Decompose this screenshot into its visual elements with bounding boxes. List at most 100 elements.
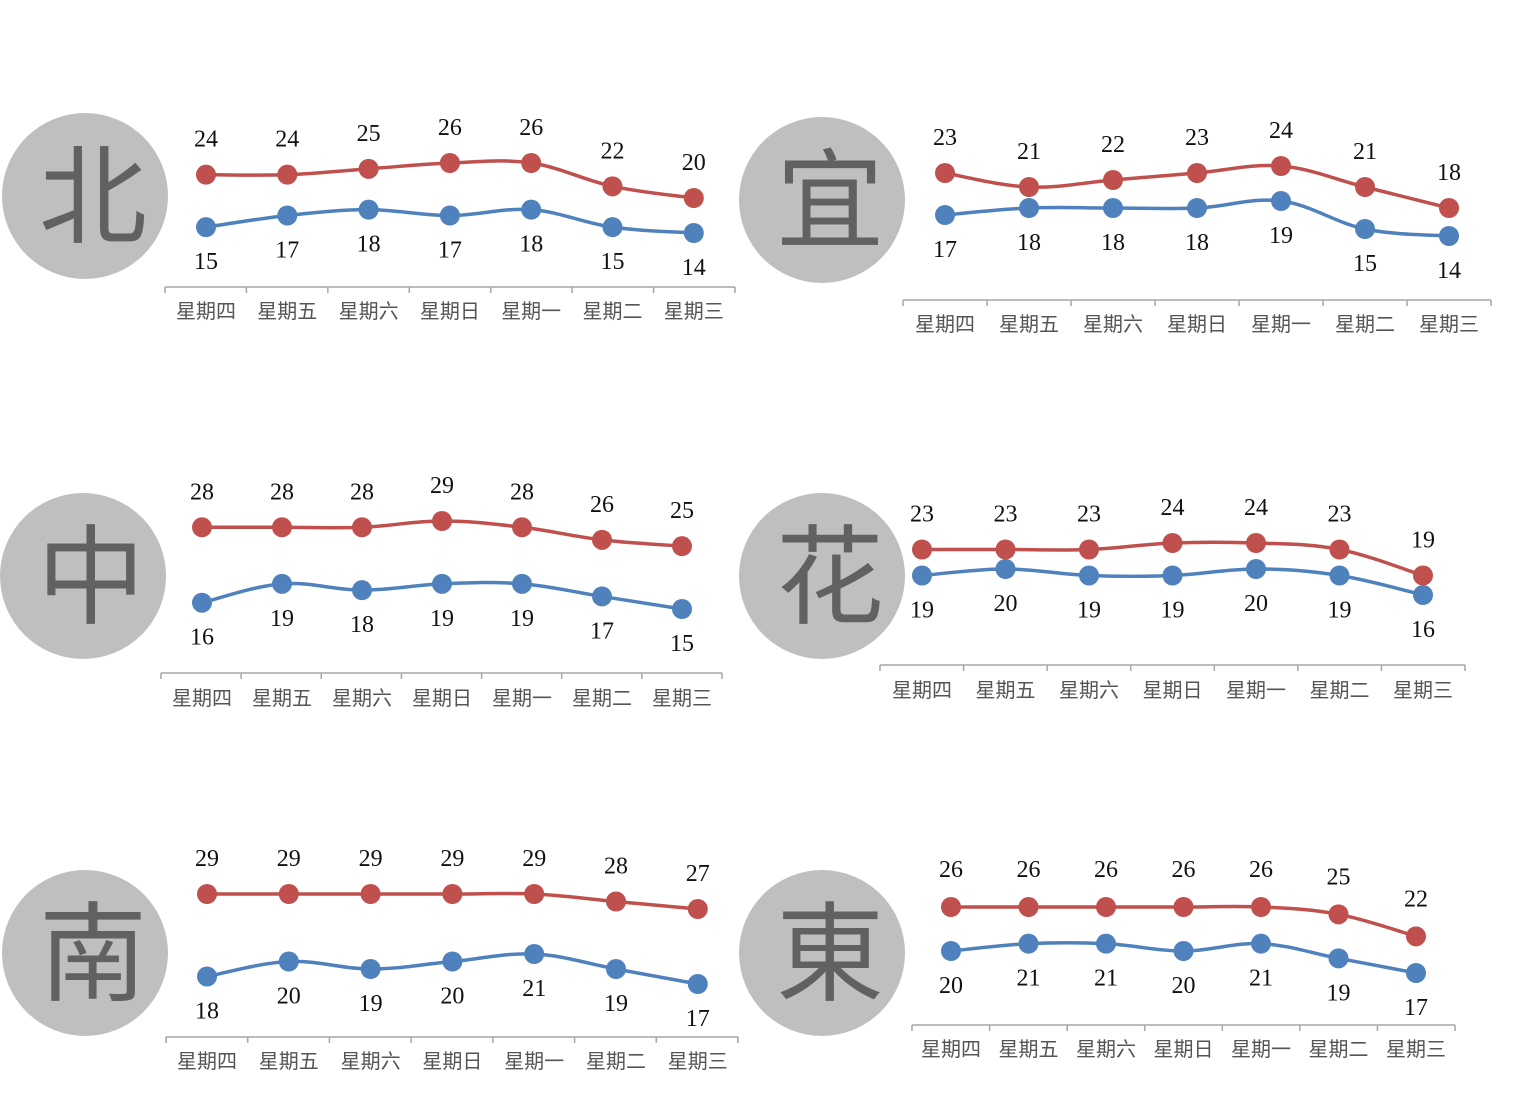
- low-temperature-label: 16: [1411, 617, 1435, 643]
- low-temperature-point: [592, 586, 612, 607]
- high-temperature-point: [1355, 177, 1375, 197]
- x-tick-label: 星期日: [420, 299, 480, 323]
- x-tick-label: 星期日: [1143, 678, 1203, 702]
- region-label: 宜: [776, 140, 884, 265]
- low-temperature-point: [1328, 948, 1349, 969]
- low-temperature-point: [1329, 565, 1350, 586]
- x-tick-label: 星期三: [668, 1049, 728, 1073]
- x-tick-label: 星期五: [252, 686, 312, 710]
- low-temperature-label: 18: [195, 999, 219, 1025]
- x-tick-label: 星期一: [1251, 312, 1311, 336]
- low-temperature-point: [432, 573, 452, 594]
- low-temperature-label: 19: [1161, 598, 1185, 624]
- high-temperature-point: [935, 163, 955, 183]
- x-tick-label: 星期一: [1226, 678, 1286, 702]
- low-temperature-label: 19: [1269, 223, 1293, 249]
- high-temperature-point: [278, 884, 299, 904]
- low-temperature-point: [1018, 933, 1039, 954]
- high-temperature-point: [1329, 539, 1350, 560]
- low-temperature-point: [1439, 226, 1459, 246]
- high-temperature-point: [1096, 897, 1116, 917]
- low-temperature-label: 16: [190, 625, 214, 651]
- low-temperature-label: 14: [682, 255, 706, 281]
- high-temperature-label: 26: [1094, 857, 1118, 883]
- high-temperature-point: [1271, 156, 1291, 176]
- high-temperature-label: 26: [590, 492, 614, 518]
- region-badge: [739, 117, 905, 283]
- x-tick-label: 星期三: [652, 686, 712, 710]
- low-temperature-point: [358, 199, 379, 220]
- low-temperature-label: 20: [994, 591, 1018, 617]
- x-tick-label: 星期二: [572, 686, 632, 710]
- high-temperature-label: 29: [430, 473, 454, 499]
- low-temperature-point: [1271, 191, 1291, 211]
- high-temperature-label: 24: [1244, 495, 1268, 521]
- high-temperature-label: 23: [994, 502, 1018, 528]
- high-temperature-label: 29: [359, 846, 383, 872]
- low-temperature-label: 17: [1404, 995, 1428, 1021]
- low-temperature-label: 18: [350, 612, 374, 638]
- x-tick-label: 星期四: [177, 1049, 237, 1073]
- low-temperature-label: 19: [359, 991, 383, 1017]
- x-tick-label: 星期五: [976, 678, 1036, 702]
- low-temperature-point: [995, 559, 1016, 579]
- high-temperature-label: 29: [440, 846, 464, 872]
- high-temperature-point: [196, 164, 216, 185]
- region-label: 南: [39, 893, 147, 1018]
- low-temperature-label: 18: [519, 232, 543, 258]
- high-temperature-label: 26: [1249, 857, 1273, 883]
- high-temperature-label: 29: [195, 846, 219, 872]
- low-temperature-label: 21: [522, 976, 546, 1002]
- region-badge: [2, 870, 168, 1036]
- x-tick-label: 星期四: [176, 299, 236, 323]
- high-temperature-point: [1439, 198, 1459, 218]
- high-temperature-point: [1413, 565, 1433, 586]
- high-temperature-label: 28: [604, 854, 628, 880]
- low-temperature-label: 18: [1101, 230, 1125, 256]
- low-temperature-point: [1173, 941, 1194, 961]
- low-temperature-point: [197, 966, 217, 987]
- high-temperature-label: 24: [1161, 495, 1185, 521]
- high-temperature-label: 28: [350, 479, 374, 505]
- low-temperature-point: [439, 205, 460, 226]
- low-temperature-label: 15: [601, 249, 625, 275]
- high-temperature-point: [192, 517, 212, 538]
- region-badge: [2, 113, 168, 279]
- high-temperature-point: [941, 897, 961, 917]
- x-tick-label: 星期二: [1310, 678, 1370, 702]
- low-temperature-label: 17: [590, 618, 614, 644]
- low-temperature-point: [1019, 198, 1039, 218]
- low-temperature-label: 20: [277, 984, 301, 1010]
- low-temperature-point: [1406, 963, 1426, 983]
- high-temperature-label: 28: [270, 479, 294, 505]
- high-temperature-label: 24: [1269, 118, 1293, 144]
- low-temperature-label: 21: [1094, 966, 1118, 992]
- x-tick-label: 星期一: [1231, 1037, 1291, 1061]
- low-temperature-label: 17: [686, 1006, 710, 1032]
- low-temperature-point: [672, 599, 692, 619]
- high-temperature-point: [352, 517, 372, 538]
- high-temperature-point: [672, 536, 692, 557]
- low-temperature-label: 19: [430, 606, 454, 632]
- low-temperature-point: [196, 217, 216, 238]
- high-temperature-label: 27: [686, 861, 710, 887]
- high-temperature-point: [432, 511, 452, 531]
- region-label: 東: [776, 893, 884, 1018]
- low-temperature-label: 20: [1244, 591, 1268, 617]
- low-temperature-label: 19: [1328, 598, 1352, 624]
- high-temperature-label: 24: [275, 127, 299, 153]
- low-temperature-point: [524, 944, 545, 964]
- x-tick-label: 星期一: [501, 299, 561, 323]
- low-temperature-label: 17: [438, 238, 462, 264]
- high-temperature-label: 22: [1404, 886, 1428, 912]
- x-tick-label: 星期二: [1309, 1037, 1369, 1061]
- low-temperature-label: 19: [270, 606, 294, 632]
- low-temperature-point: [360, 959, 381, 979]
- low-temperature-point: [602, 217, 623, 238]
- x-tick-label: 星期四: [921, 1037, 981, 1061]
- high-temperature-point: [358, 158, 379, 179]
- high-temperature-point: [1019, 177, 1039, 197]
- x-tick-label: 星期五: [999, 1037, 1059, 1061]
